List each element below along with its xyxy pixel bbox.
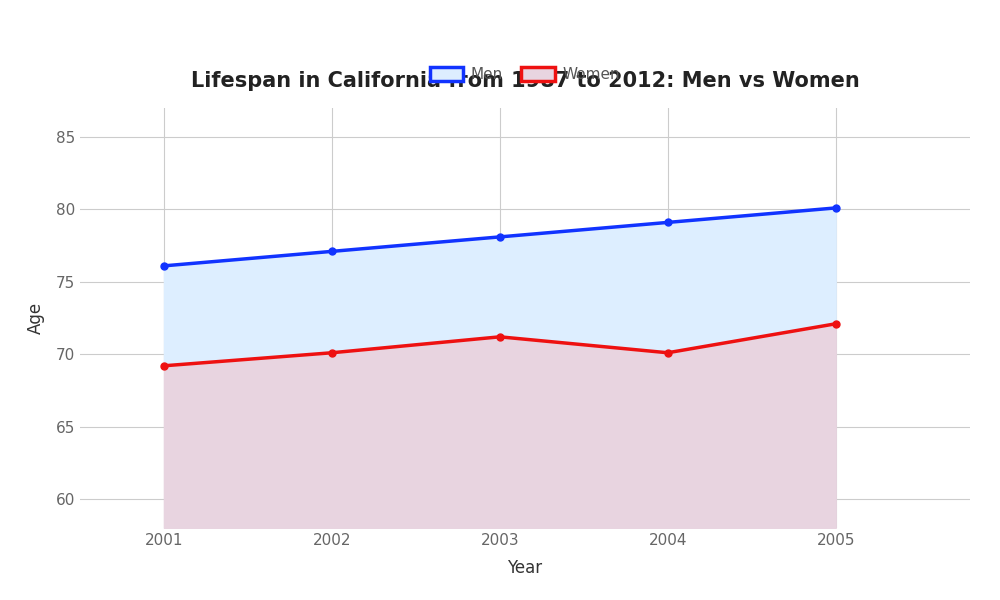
- Title: Lifespan in California from 1987 to 2012: Men vs Women: Lifespan in California from 1987 to 2012…: [191, 71, 859, 91]
- Legend: Men, Women: Men, Women: [424, 61, 626, 88]
- Y-axis label: Age: Age: [27, 302, 45, 334]
- X-axis label: Year: Year: [507, 559, 543, 577]
